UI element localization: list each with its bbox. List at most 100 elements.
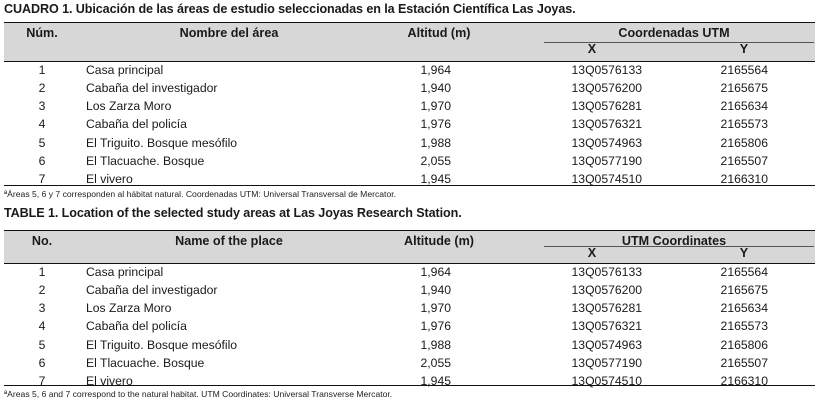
- cell-num: 1: [38, 265, 46, 279]
- header-altitude: Altitud (m): [407, 26, 471, 40]
- table-footnote: ªAreas 5, 6 and 7 correspond to the natu…: [4, 389, 393, 399]
- cell-altitude: 1,940: [420, 283, 452, 297]
- cell-altitude: 2,055: [420, 356, 452, 370]
- cell-y: 2165675: [720, 81, 768, 95]
- cell-y: 2165564: [720, 265, 768, 279]
- table-body: 1 Casa principal 1,964 13Q0576133 2165564 2 Ca…: [4, 62, 815, 186]
- table-row: 3 Los Zarza Moro 1,970 13Q0576281 2165634: [4, 300, 815, 317]
- cell-num: 6: [38, 356, 46, 370]
- table-row: 6 El Tlacuache. Bosque 2,055 13Q0577190 2165…: [4, 355, 815, 372]
- cell-altitude: 1,988: [420, 338, 452, 352]
- table-row: 7 El vivero 1,945 13Q0574510 2166310: [4, 373, 815, 390]
- cell-num: 7: [38, 374, 46, 388]
- cell-y: 2166310: [720, 172, 768, 186]
- cell-name: El Tlacuache. Bosque: [86, 154, 205, 168]
- cell-name: Los Zarza Moro: [86, 99, 172, 113]
- header-utm: Coordenadas UTM: [618, 26, 730, 40]
- cell-num: 2: [38, 81, 46, 95]
- cell-num: 4: [38, 319, 46, 333]
- table-row: 5 El Triguito. Bosque mesófilo 1,988 13Q057…: [4, 135, 815, 152]
- cell-x: 13Q0574510: [571, 172, 642, 186]
- cell-x: 13Q0576200: [571, 81, 642, 95]
- cell-y: 2165806: [720, 338, 768, 352]
- cell-name: El Triguito. Bosque mesófilo: [86, 136, 238, 150]
- cell-altitude: 1,970: [420, 99, 452, 113]
- cell-y: 2165573: [720, 117, 768, 131]
- table-row: 1 Casa principal 1,964 13Q0576133 2165564: [4, 264, 815, 281]
- table-row: 7 El vivero 1,945 13Q0574510 2166310: [4, 171, 815, 188]
- cell-name: El Triguito. Bosque mesófilo: [86, 338, 238, 352]
- header-y: Y: [739, 42, 749, 56]
- table-caption: CUADRO 1. Ubicación de las áreas de estu…: [4, 2, 576, 16]
- cell-num: 2: [38, 283, 46, 297]
- caption-text: Location of the selected study areas at …: [58, 206, 462, 220]
- table-row: 5 El Triguito. Bosque mesófilo 1,988 13Q057…: [4, 337, 815, 354]
- cell-name: Cabaña del policía: [86, 319, 187, 333]
- cell-x: 13Q0574510: [571, 374, 642, 388]
- header-name: Name of the place: [175, 234, 283, 248]
- table-header: Núm. Nombre del área Altitud (m) Coorden…: [4, 22, 815, 62]
- table-row: 3 Los Zarza Moro 1,970 13Q0576281 2165634: [4, 98, 815, 115]
- cell-x: 13Q0574963: [571, 338, 642, 352]
- header-y: Y: [739, 246, 749, 260]
- cell-altitude: 1,945: [420, 374, 452, 388]
- cell-y: 2165573: [720, 319, 768, 333]
- cell-altitude: 1,970: [420, 301, 452, 315]
- table-row: 4 Cabaña del policía 1,976 13Q0576321 216557…: [4, 318, 815, 335]
- cell-name: El vivero: [86, 172, 133, 186]
- cell-x: 13Q0574963: [571, 136, 642, 150]
- cell-name: Cabaña del policía: [86, 117, 187, 131]
- cell-num: 5: [38, 338, 46, 352]
- cell-name: El vivero: [86, 374, 133, 388]
- cell-y: 2165806: [720, 136, 768, 150]
- header-altitude: Altitude (m): [404, 234, 474, 248]
- cell-num: 3: [38, 301, 46, 315]
- header-x: X: [587, 42, 597, 56]
- cell-num: 3: [38, 99, 46, 113]
- cell-y: 2165507: [720, 356, 768, 370]
- cell-y: 2165634: [720, 99, 768, 113]
- cell-x: 13Q0576281: [571, 99, 642, 113]
- cell-y: 2165564: [720, 63, 768, 77]
- table-body: 1 Casa principal 1,964 13Q0576133 2165564 2 Ca…: [4, 264, 815, 388]
- header-x: X: [587, 246, 597, 260]
- cell-name: Casa principal: [86, 63, 164, 77]
- cell-name: Cabaña del investigador: [86, 81, 218, 95]
- cell-x: 13Q0576281: [571, 301, 642, 315]
- cell-num: 6: [38, 154, 46, 168]
- cell-x: 13Q0577190: [571, 356, 642, 370]
- cell-altitude: 1,940: [420, 81, 452, 95]
- utm-divider: [544, 246, 814, 247]
- cell-altitude: 2,055: [420, 154, 452, 168]
- table-row: 2 Cabaña del investigador 1,940 13Q0576200 2…: [4, 282, 815, 299]
- cell-y: 2165634: [720, 301, 768, 315]
- header-num: No.: [31, 234, 53, 248]
- cell-name: Cabaña del investigador: [86, 283, 218, 297]
- cell-altitude: 1,976: [420, 117, 452, 131]
- cell-num: 5: [38, 136, 46, 150]
- caption-label: CUADRO 1.: [4, 2, 73, 16]
- cell-x: 13Q0576321: [571, 117, 642, 131]
- cell-altitude: 1,945: [420, 172, 452, 186]
- cell-y: 2166310: [720, 374, 768, 388]
- cell-altitude: 1,988: [420, 136, 452, 150]
- cell-name: El Tlacuache. Bosque: [86, 356, 205, 370]
- cell-x: 13Q0576133: [571, 63, 642, 77]
- cell-x: 13Q0577190: [571, 154, 642, 168]
- cell-num: 4: [38, 117, 46, 131]
- table-header: No. Name of the place Altitude (m) UTM C…: [4, 230, 815, 264]
- cell-x: 13Q0576200: [571, 283, 642, 297]
- table-row: 4 Cabaña del policía 1,976 13Q0576321 216557…: [4, 116, 815, 133]
- cell-altitude: 1,976: [420, 319, 452, 333]
- cell-name: Casa principal: [86, 265, 164, 279]
- header-num: Núm.: [26, 26, 58, 40]
- cell-num: 1: [38, 63, 46, 77]
- utm-divider: [544, 42, 814, 43]
- cell-x: 13Q0576133: [571, 265, 642, 279]
- table-caption: TABLE 1. Location of the selected study …: [4, 206, 462, 220]
- table-row: 2 Cabaña del investigador 1,940 13Q0576200 2…: [4, 80, 815, 97]
- caption-label: TABLE 1.: [4, 206, 59, 220]
- cell-x: 13Q0576321: [571, 319, 642, 333]
- table-footnote: ªÁreas 5, 6 y 7 corresponden al hábitat …: [4, 189, 397, 199]
- cell-name: Los Zarza Moro: [86, 301, 172, 315]
